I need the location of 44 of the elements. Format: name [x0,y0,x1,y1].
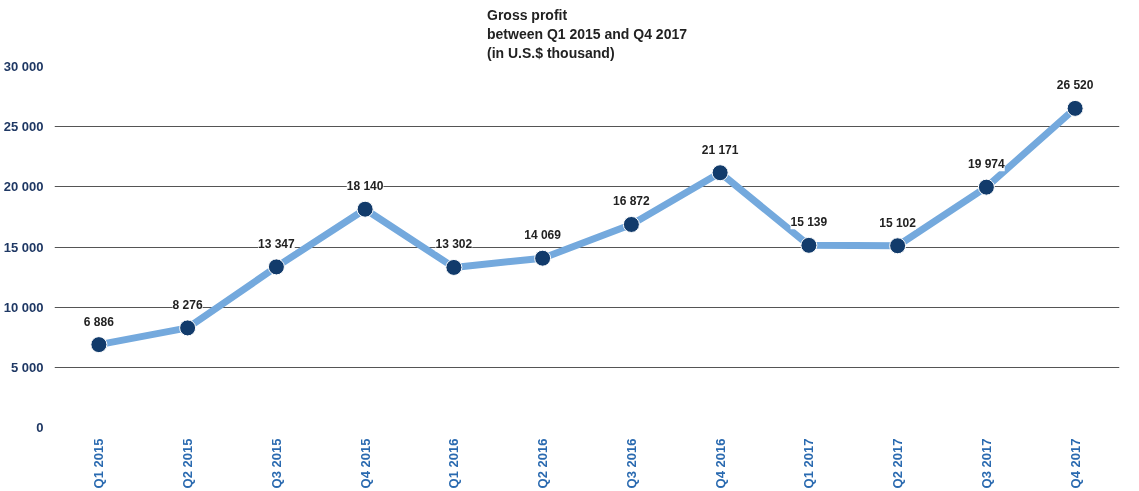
x-tick-label: Q2 2016 [535,438,551,489]
point [711,164,729,182]
data-label: 21 171 [701,142,739,157]
data-label: 15 139 [790,215,828,230]
point [977,178,995,196]
x-tick-label: Q4 2017 [1067,438,1083,489]
x-tick-label: Q3 2015 [268,438,284,489]
chart-title: Gross profit between Q1 2015 and Q4 2017 (in U.S.$ thousand) [487,7,688,62]
data-label: 8 276 [172,297,203,312]
point [356,200,374,218]
y-tick-label: 10 000 [3,299,44,315]
point [534,249,552,267]
y-tick-label: 0 [36,420,44,435]
point [1066,99,1084,117]
x-tick-label: Q4 2016 [712,438,728,489]
x-tick-label: Q2 2015 [180,438,196,489]
x-tick-label: Q3 2017 [978,438,994,489]
data-label: 15 102 [879,215,917,230]
point [889,237,907,255]
x-tick-label: Q1 2015 [91,438,107,489]
data-label: 13 302 [435,237,473,252]
point [622,215,640,233]
data-label: 13 347 [258,236,296,251]
x-tick-label: Q2 2017 [890,438,906,489]
x-tick-label: Q4 2015 [357,438,373,489]
data-label: 16 872 [613,194,651,209]
data-label: 6 886 [83,314,115,329]
data-label: 19 974 [968,157,1006,172]
x-tick-label: Q3 2016 [623,438,639,489]
point [90,336,108,354]
y-tick-label: 30 000 [3,59,44,74]
point [179,319,197,337]
point [800,236,818,254]
data-label: 18 140 [346,179,384,194]
data-label: 14 069 [524,228,562,243]
point [445,258,463,276]
y-tick-label: 20 000 [3,179,44,195]
x-tick-label: Q1 2017 [801,438,817,489]
y-tick-label: 15 000 [3,239,44,255]
y-tick-label: 5 000 [10,359,44,375]
x-tick-label: Q1 2016 [446,438,462,489]
y-tick-label: 25 000 [3,119,44,135]
point [267,258,285,276]
data-label: 26 520 [1056,78,1094,93]
